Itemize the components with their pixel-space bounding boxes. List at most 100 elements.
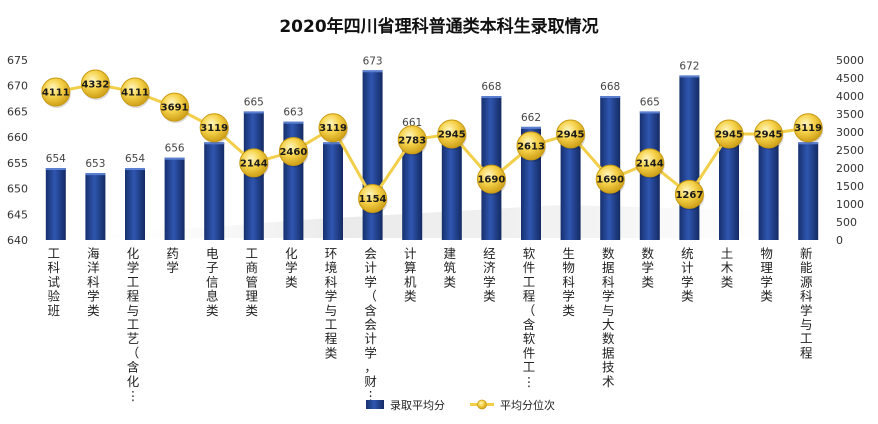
left-tick-label: 675 [7, 54, 28, 67]
bar-top-highlight [204, 142, 225, 145]
category-label: 软件工程（含软件工⋮ [523, 246, 536, 389]
bar-top-highlight [164, 157, 185, 160]
category-label: 数学类 [642, 246, 655, 289]
category-label: 物理学类 [760, 246, 773, 304]
rank-value-label: 2613 [517, 141, 545, 152]
rank-marker [41, 77, 71, 107]
rank-marker [714, 119, 744, 149]
rank-marker [674, 179, 704, 209]
bar-value-label: 653 [85, 158, 105, 170]
left-tick-label: 650 [7, 183, 28, 196]
rank-marker [239, 148, 269, 178]
rank-value-label: 2460 [279, 147, 307, 158]
bar-top-highlight [125, 168, 145, 170]
category-label: 海洋科学类 [87, 246, 100, 318]
category-label: 工商管理类 [246, 246, 259, 318]
rank-value-label: 4111 [121, 88, 149, 99]
bar-value-label: 672 [679, 60, 699, 72]
bar-top-highlight [323, 142, 343, 145]
bar [362, 70, 383, 241]
bar-value-label: 662 [521, 112, 541, 124]
bar-top-highlight [362, 70, 383, 73]
right-tick-label: 1000 [836, 198, 864, 211]
category-label: 会计学（含会计学，财⋮ [364, 246, 377, 403]
left-tick-label: 665 [7, 105, 28, 118]
category-label: 新能源科学与工程 [800, 246, 813, 360]
legend-line-label: 平均分位次 [500, 398, 555, 412]
legend-line-marker [477, 399, 487, 410]
bar [164, 157, 185, 240]
bar-top-highlight [283, 121, 304, 124]
category-label: 数据科学与大数据技术 [602, 246, 615, 389]
rank-value-label: 2945 [438, 129, 466, 140]
left-tick-label: 660 [7, 131, 28, 144]
rank-marker [556, 119, 586, 149]
category-label: 建筑类 [444, 246, 457, 289]
bar [441, 137, 462, 240]
rank-value-label: 1154 [359, 194, 387, 205]
left-tick-label: 655 [7, 157, 28, 170]
bar-top-highlight [481, 96, 502, 98]
legend-bar-label: 录取平均分 [390, 399, 445, 412]
category-label: 工科试验班 [48, 246, 61, 318]
bar-value-label: 665 [244, 96, 264, 108]
rank-marker [160, 92, 190, 122]
rank-value-label: 1267 [675, 190, 703, 201]
category-label: 药学 [166, 246, 179, 275]
rank-marker [754, 119, 784, 149]
left-tick-label: 670 [7, 80, 28, 93]
rank-value-label: 4111 [42, 88, 70, 99]
bar [45, 168, 66, 240]
category-label: 环境科学与工程类 [325, 246, 338, 360]
bar [679, 75, 700, 240]
rank-value-label: 1690 [596, 175, 624, 186]
bar [758, 137, 779, 240]
bar [798, 142, 819, 240]
right-tick-label: 2500 [836, 144, 864, 157]
bar-value-label: 668 [600, 81, 620, 93]
category-label: 化学类 [285, 246, 298, 289]
rank-value-label: 1690 [477, 175, 505, 186]
rank-value-label: 2783 [398, 135, 426, 146]
category-label: 电子信息类 [206, 246, 219, 318]
right-tick-label: 2000 [836, 162, 864, 175]
rank-marker [318, 113, 348, 143]
rank-marker [358, 183, 388, 213]
bar [204, 142, 225, 240]
rank-value-label: 2144 [240, 158, 268, 169]
rank-marker [476, 164, 506, 194]
left-tick-label: 640 [7, 234, 28, 247]
bar [323, 142, 343, 240]
rank-marker [397, 125, 427, 155]
bar-value-label: 665 [640, 96, 660, 108]
bar-top-highlight [639, 111, 660, 114]
rank-value-label: 2945 [557, 129, 585, 140]
bar-top-highlight [45, 168, 66, 170]
rank-marker [437, 119, 467, 149]
bar-value-label: 654 [125, 153, 145, 165]
bar-value-label: 654 [46, 153, 66, 165]
bar-value-label: 673 [363, 55, 383, 67]
right-tick-label: 3500 [836, 108, 864, 121]
rank-marker [278, 136, 308, 166]
category-label: 化学工程与工艺（含化⋮ [127, 246, 140, 403]
right-axis: 0 500 1000 1500 2000 2500 3000 3500 4000 4500 5000 [836, 54, 864, 247]
rank-value-label: 4332 [81, 80, 109, 91]
bar [560, 137, 581, 240]
chart-title: 2020年四川省理科普通类本科生录取情况 [279, 16, 598, 37]
category-label: 统计学类 [681, 246, 694, 304]
bar-value-label: 668 [481, 81, 501, 93]
bar [719, 137, 739, 240]
rank-value-label: 2144 [636, 158, 664, 169]
bar-top-highlight [521, 126, 541, 129]
rank-marker [120, 77, 150, 107]
left-axis: 640 645 650 655 660 665 670 675 [7, 54, 28, 247]
rank-marker [80, 69, 110, 99]
left-tick-label: 645 [7, 208, 28, 221]
bar-value-label: 663 [283, 107, 303, 119]
right-tick-label: 5000 [836, 54, 864, 67]
rank-value-label: 3119 [319, 123, 347, 134]
bar-value-label: 656 [165, 143, 185, 155]
right-tick-label: 1500 [836, 180, 864, 193]
rank-value-label: 2945 [755, 129, 783, 140]
